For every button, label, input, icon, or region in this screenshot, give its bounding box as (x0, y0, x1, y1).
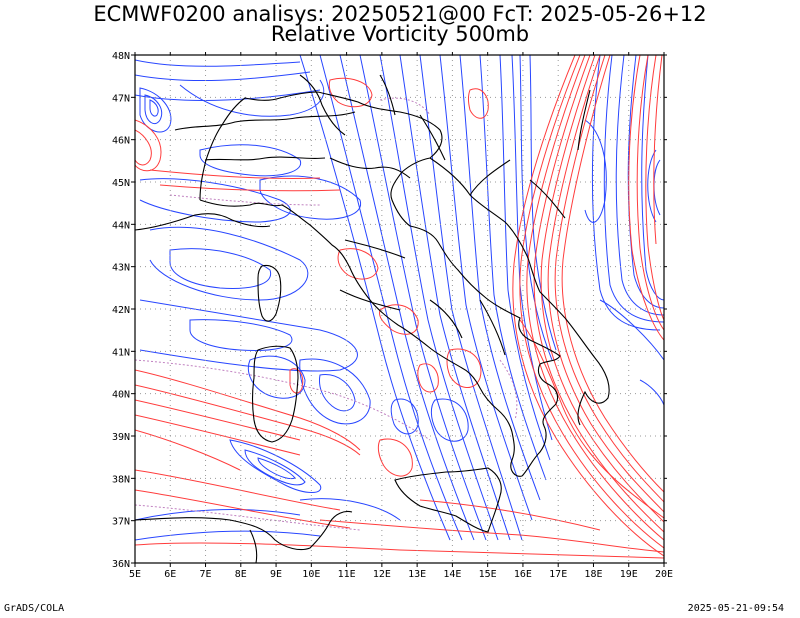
footer-credit: GrADS/COLA (4, 603, 65, 614)
coastlines-and-borders (135, 74, 610, 563)
longitude-label: 13E (408, 569, 426, 580)
latitude-label: 42N (112, 305, 130, 316)
latitude-label: 43N (112, 263, 130, 274)
longitude-label: 14E (443, 569, 461, 580)
latitude-label: 38N (112, 474, 130, 485)
latitude-label: 46N (112, 136, 130, 147)
latitude-label: 44N (112, 220, 130, 231)
longitude-label: 7E (200, 569, 212, 580)
latitude-label: 47N (112, 93, 130, 104)
longitude-label: 10E (302, 569, 320, 580)
contour-field (135, 55, 664, 559)
longitude-labels: 5E 6E 7E 8E 9E 10E 11E 12E 13E 14E 15E 16E 17E 18E 19E… (129, 569, 673, 580)
latitude-label: 37N (112, 517, 130, 528)
longitude-label: 6E (164, 569, 176, 580)
map-title-line2: Relative Vorticity 500mb (270, 22, 530, 46)
longitude-label: 19E (620, 569, 638, 580)
longitude-label: 9E (270, 569, 282, 580)
latitude-label: 48N (112, 51, 130, 62)
latitude-label: 40N (112, 390, 130, 401)
latitude-labels: 48N 47N 46N 45N 44N 43N 42N 41N 40N 39N 38N 37N 36N (112, 51, 130, 570)
latitude-label: 45N (112, 178, 130, 189)
graticule (135, 55, 664, 563)
footer-timestamp: 2025-05-21-09:54 (687, 603, 784, 614)
map-title-line1: ECMWF0200 analisys: 20250521@00 FcT: 202… (93, 2, 707, 26)
latitude-label: 41N (112, 347, 130, 358)
longitude-label: 16E (514, 569, 532, 580)
longitude-label: 18E (584, 569, 602, 580)
longitude-label: 12E (373, 569, 391, 580)
longitude-label: 5E (129, 569, 141, 580)
zero-vorticity-contours (135, 97, 518, 531)
longitude-label: 11E (338, 569, 356, 580)
latitude-label: 39N (112, 432, 130, 443)
longitude-label: 15E (479, 569, 497, 580)
axis-ticks (131, 52, 667, 567)
longitude-label: 8E (235, 569, 247, 580)
longitude-label: 20E (655, 569, 673, 580)
latitude-label: 36N (112, 559, 130, 570)
longitude-label: 17E (549, 569, 567, 580)
positive-vorticity-contours (135, 55, 664, 559)
negative-vorticity-contours (135, 55, 664, 541)
